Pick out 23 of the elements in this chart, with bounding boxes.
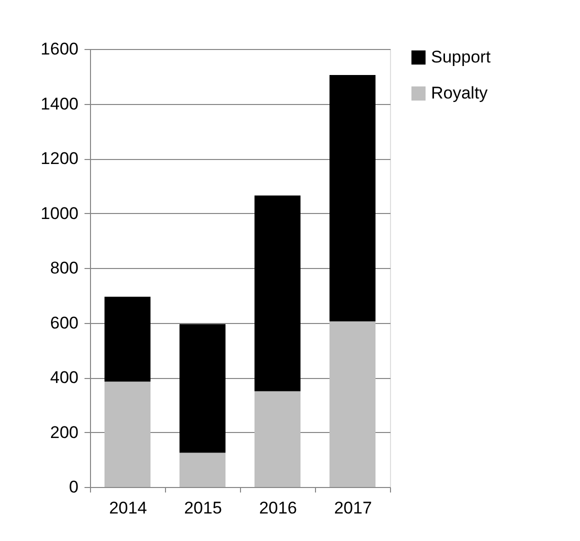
legend-label: Royalty bbox=[431, 84, 488, 102]
y-tick-label: 1400 bbox=[40, 94, 78, 114]
y-tick-label: 400 bbox=[50, 368, 78, 387]
x-tick-label: 2017 bbox=[334, 498, 372, 518]
bar bbox=[330, 321, 376, 487]
y-tick-label: 1200 bbox=[40, 149, 78, 168]
bar bbox=[180, 452, 226, 487]
bar bbox=[254, 195, 300, 392]
x-tick-label: 2015 bbox=[184, 498, 222, 518]
bar bbox=[104, 382, 150, 487]
bar bbox=[180, 324, 226, 453]
y-tick-label: 1600 bbox=[40, 40, 78, 58]
y-tick-label: 0 bbox=[69, 478, 78, 496]
y-tick-label: 200 bbox=[50, 422, 78, 442]
bar bbox=[104, 296, 150, 382]
x-tick-label: 2016 bbox=[259, 498, 297, 518]
y-tick-label: 1000 bbox=[40, 204, 78, 223]
bar bbox=[330, 75, 376, 322]
bar bbox=[254, 391, 300, 487]
x-tick-label: 2014 bbox=[109, 498, 147, 518]
y-tick-label: 600 bbox=[50, 313, 78, 332]
legend-label: Support bbox=[431, 48, 491, 66]
y-tick-label: 800 bbox=[50, 258, 78, 278]
